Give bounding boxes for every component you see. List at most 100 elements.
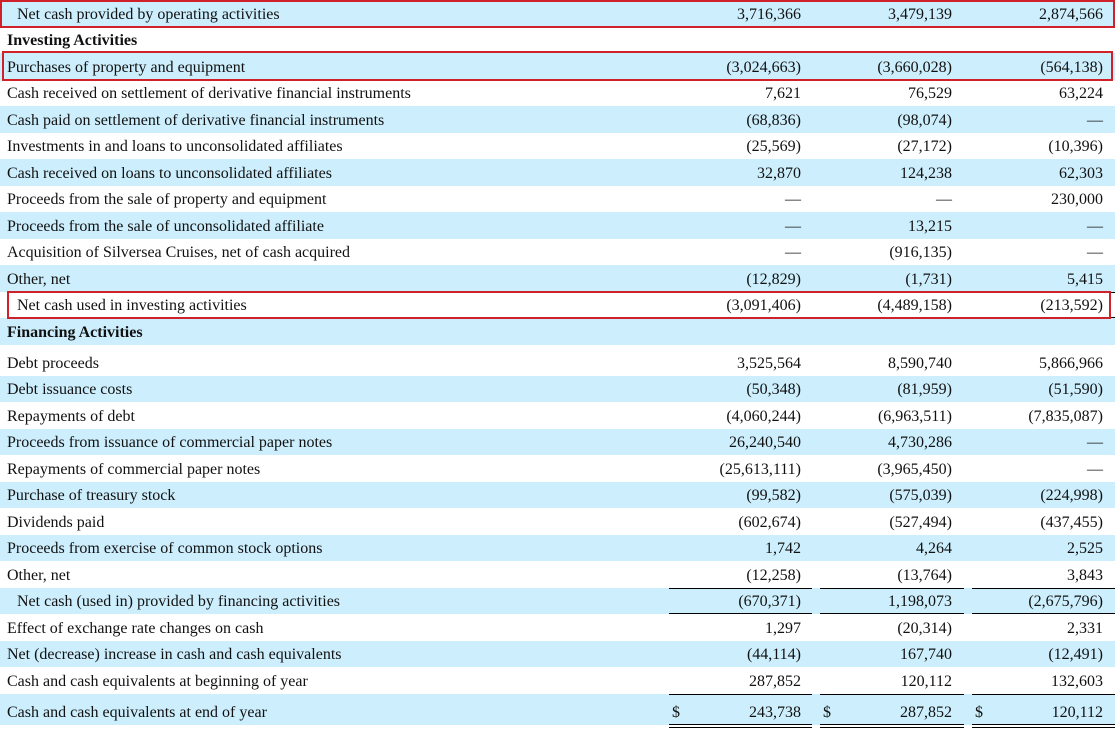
cell-value: (98,074) <box>897 111 952 129</box>
row-label: Net cash (used in) provided by financing… <box>17 593 341 610</box>
rule-line <box>669 613 812 614</box>
rule-line <box>820 291 964 293</box>
cell-value: 4,730,286 <box>888 434 952 451</box>
cell-value: (3,965,450) <box>877 460 952 478</box>
table-row: Repayments of debt (4,060,244) (6,963,511)… <box>0 402 1115 429</box>
cell-value: 2,874,566 <box>1039 5 1103 23</box>
table-row: Acquisition of Silversea Cruises, net of… <box>0 239 1115 266</box>
table-row: Other, net (12,829) (1,731) 5,415 <box>0 265 1115 292</box>
row-label: Repayments of commercial paper notes <box>7 460 261 478</box>
cell-value: 1,742 <box>765 540 801 557</box>
cell-value: 167,740 <box>900 646 952 663</box>
table-row: Financing Activities <box>0 318 1115 345</box>
cell-value: (564,138) <box>1040 58 1103 76</box>
row-label: Debt proceeds <box>7 354 99 372</box>
cell-value: 132,603 <box>1051 672 1103 690</box>
cell-value: 8,590,740 <box>888 354 952 372</box>
cell-value: 3,525,564 <box>737 354 801 372</box>
rule-line <box>972 613 1115 614</box>
row-label: Dividends paid <box>7 513 105 531</box>
table-row: Purchase of treasury stock (99,582) (575,0… <box>0 481 1115 508</box>
cell-value: 4,264 <box>916 540 952 557</box>
cell-value: 1,198,073 <box>888 593 952 610</box>
row-label: Proceeds from the sale of unconsolidated… <box>7 217 324 235</box>
cell-value: (12,491) <box>1048 646 1103 663</box>
table-row: Debt issuance costs (50,348) (81,959) (51,5… <box>0 375 1115 402</box>
cell-value: (3,660,028) <box>877 58 952 76</box>
cell-value: 3,843 <box>1067 566 1103 584</box>
row-label: Debt issuance costs <box>7 381 133 398</box>
row-label: Cash received on loans to unconsolidated… <box>7 164 332 182</box>
cell-value: (27,172) <box>897 138 952 155</box>
rule-line <box>972 587 1115 589</box>
cell-value: 230,000 <box>1051 191 1103 208</box>
cell-value: 2,525 <box>1067 540 1103 557</box>
cell-value: 287,852 <box>749 672 801 690</box>
row-label: Purchases of property and equipment <box>7 58 246 76</box>
table-row: Dividends paid (602,674) (527,494) (437,455… <box>0 508 1115 535</box>
cell-value: (12,258) <box>746 566 801 584</box>
rule-line <box>669 693 812 695</box>
table-row: Proceeds from issuance of commercial pap… <box>0 428 1115 455</box>
cell-value: 26,240,540 <box>729 434 801 451</box>
cell-value: (10,396) <box>1048 138 1103 155</box>
cell-value: (2,675,796) <box>1028 593 1103 610</box>
cell-value: (527,494) <box>889 513 952 531</box>
table-row: Repayments of commercial paper notes (25,… <box>0 455 1115 482</box>
row-label: Other, net <box>7 566 71 584</box>
cell-value: (3,091,406) <box>726 297 801 314</box>
cell-value: (13,764) <box>897 566 952 584</box>
row-label: Acquisition of Silversea Cruises, net of… <box>7 244 351 261</box>
cell-value: (51,590) <box>1048 381 1103 398</box>
cell-value: (4,489,158) <box>877 297 952 314</box>
table-row: Cash paid on settlement of derivative fi… <box>0 106 1115 133</box>
cell-value: 120,112 <box>900 672 952 690</box>
rule-line <box>820 587 964 589</box>
table-row: Cash and cash equivalents at beginning o… <box>0 667 1115 694</box>
rule-line <box>972 291 1115 293</box>
cell-value: 63,224 <box>1059 85 1103 102</box>
cell-value: (50,348) <box>746 381 801 398</box>
row-label: Cash received on settlement of derivativ… <box>7 85 411 102</box>
cell-value: — <box>785 217 801 235</box>
cell-value: (44,114) <box>746 646 801 663</box>
cell-value: 124,238 <box>900 164 952 182</box>
cell-value: (224,998) <box>1040 487 1103 504</box>
cell-value: — <box>1087 434 1103 451</box>
rule-line <box>669 291 812 293</box>
cell-value: — <box>936 191 952 208</box>
table-row: Proceeds from exercise of common stock o… <box>0 534 1115 561</box>
cell-value: 1,297 <box>765 619 801 637</box>
row-label: Cash and cash equivalents at end of year <box>7 703 267 721</box>
rule-line <box>820 613 964 614</box>
row-label: Cash and cash equivalents at beginning o… <box>7 672 308 690</box>
cell-value: — <box>1087 244 1103 261</box>
cell-value: (213,592) <box>1040 297 1103 314</box>
cell-value: (602,674) <box>738 513 801 531</box>
cell-value: 32,870 <box>757 164 801 182</box>
cell-value: 62,303 <box>1059 164 1103 182</box>
row-label: Proceeds from issuance of commercial pap… <box>7 434 333 451</box>
row-label: Proceeds from the sale of property and e… <box>7 191 327 208</box>
double-rule-line <box>669 723 812 728</box>
table-row: Investing Activities <box>0 27 1115 54</box>
rule-line <box>669 587 812 589</box>
cell-value: 5,866,966 <box>1039 354 1103 372</box>
cell-value: (12,829) <box>746 270 801 288</box>
cell-value: (68,836) <box>746 111 801 129</box>
row-label: Other, net <box>7 270 71 288</box>
cell-value: (7,835,087) <box>1028 407 1103 425</box>
cell-value: (1,731) <box>905 270 952 288</box>
cell-value: 7,621 <box>765 85 801 102</box>
table-row: Net cash provided by operating activitie… <box>0 0 1115 27</box>
table-row: Other, net (12,258) (13,764) 3,843 <box>0 561 1115 588</box>
currency-symbol: $ <box>823 703 831 721</box>
cell-value: — <box>785 244 801 261</box>
table-row: Purchases of property and equipment (3,02… <box>0 53 1115 80</box>
cell-value: (20,314) <box>897 619 952 637</box>
table-row: Cash received on loans to unconsolidated… <box>0 159 1115 186</box>
row-label: Net cash used in investing activities <box>17 297 247 314</box>
row-label: Proceeds from exercise of common stock o… <box>7 540 323 557</box>
cell-value: 3,479,139 <box>888 5 952 23</box>
